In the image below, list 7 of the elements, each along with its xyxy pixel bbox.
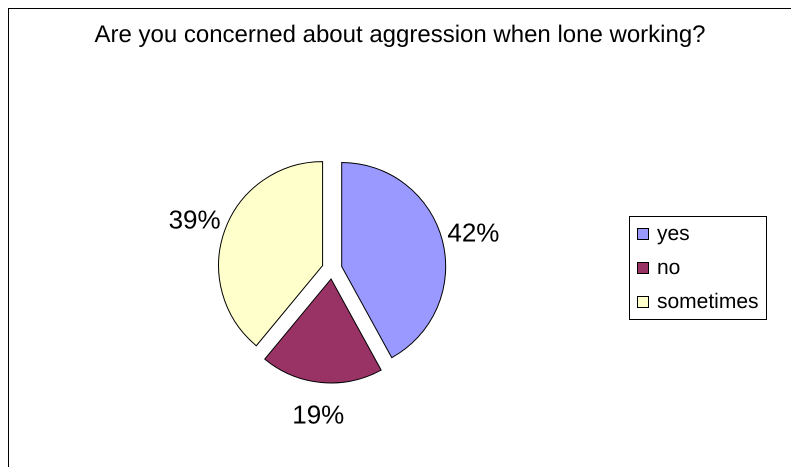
- legend-label: sometimes: [657, 290, 759, 314]
- data-label: 42%: [447, 218, 500, 248]
- chart-title: Are you concerned about aggression when lone working?: [93, 21, 707, 49]
- legend-label: yes: [657, 222, 690, 246]
- legend-label: no: [657, 256, 680, 280]
- data-label: 39%: [168, 204, 221, 235]
- data-label: 19%: [292, 399, 344, 430]
